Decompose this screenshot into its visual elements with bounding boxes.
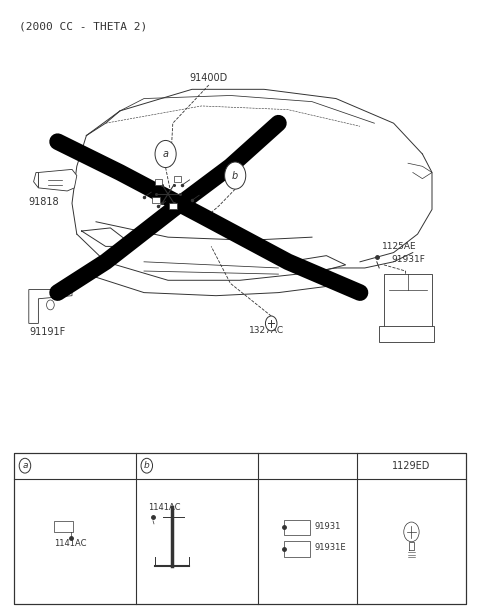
Bar [384, 274, 432, 330]
Text: 91931E: 91931E [315, 543, 347, 553]
Text: 91818: 91818 [28, 197, 59, 207]
Bar [54, 521, 73, 532]
Text: b: b [144, 461, 150, 470]
Text: 1327AC: 1327AC [249, 326, 284, 334]
Circle shape [404, 522, 419, 542]
Text: 91931F: 91931F [391, 255, 425, 264]
Bar [14, 453, 466, 604]
Text: 1141AC: 1141AC [148, 503, 181, 513]
Circle shape [141, 458, 153, 473]
Text: b: b [232, 171, 239, 180]
Text: 91400D: 91400D [190, 73, 228, 83]
Circle shape [265, 316, 277, 331]
Bar [284, 520, 310, 535]
Circle shape [47, 300, 54, 310]
Circle shape [225, 162, 246, 189]
Bar [379, 326, 434, 342]
Polygon shape [29, 290, 72, 323]
Text: a: a [22, 461, 28, 470]
Bar [155, 179, 162, 185]
Circle shape [155, 140, 176, 168]
Text: 91191F: 91191F [30, 327, 66, 337]
Text: a: a [163, 149, 168, 159]
Text: 1129ED: 1129ED [392, 461, 431, 471]
Text: (2000 CC - THETA 2): (2000 CC - THETA 2) [19, 22, 147, 31]
Text: 1125AE: 1125AE [382, 243, 416, 251]
Circle shape [19, 458, 31, 473]
Bar [152, 197, 160, 203]
Bar [174, 176, 181, 182]
Text: 91931: 91931 [315, 522, 341, 531]
Polygon shape [38, 169, 77, 191]
Bar [169, 203, 177, 209]
Bar [284, 541, 310, 557]
Bar [14, 453, 466, 604]
Text: 1141AC: 1141AC [54, 539, 87, 548]
Polygon shape [34, 172, 38, 188]
